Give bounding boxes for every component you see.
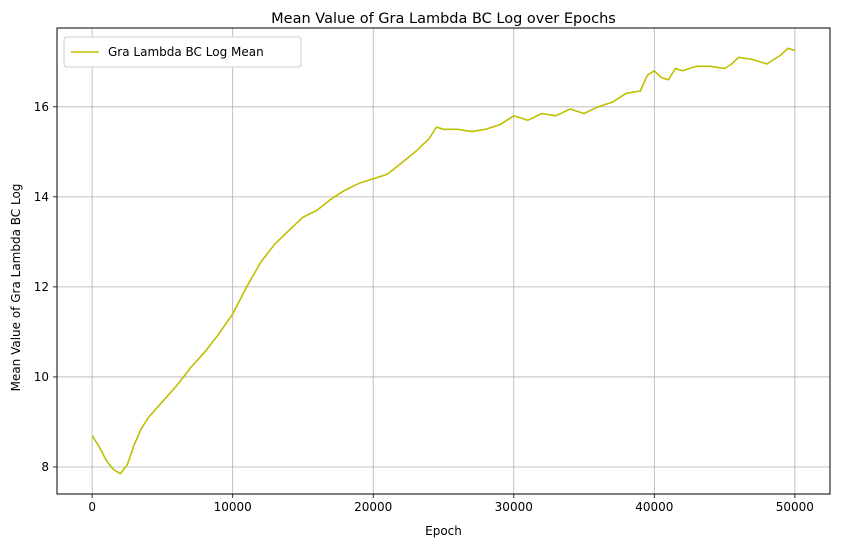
x-tick-label: 10000	[214, 500, 252, 514]
chart-title: Mean Value of Gra Lambda BC Log over Epo…	[271, 11, 616, 27]
y-tick-label: 12	[34, 280, 49, 294]
y-tick-label: 14	[34, 190, 49, 204]
series-layer	[91, 47, 796, 475]
x-axis-label: Epoch	[425, 524, 462, 538]
legend-box	[63, 36, 302, 68]
legend-label: Gra Lambda BC Log Mean	[108, 45, 264, 59]
x-tick-label: 40000	[635, 500, 673, 514]
series-line	[91, 47, 796, 475]
x-tick-label: 30000	[495, 500, 533, 514]
y-tick-label: 8	[41, 460, 49, 474]
legend: Gra Lambda BC Log Mean	[63, 36, 302, 68]
plot-frame	[56, 27, 831, 495]
tick-layer: 0 10000 20000 30000 40000 50000 8 10 12 14 16	[34, 100, 814, 514]
grid	[57, 28, 830, 494]
x-tick-label: 0	[88, 500, 96, 514]
y-axis-label: Mean Value of Gra Lambda BC Log	[9, 184, 23, 392]
x-tick-label: 50000	[776, 500, 814, 514]
y-tick-label: 16	[34, 100, 49, 114]
y-tick-label: 10	[34, 370, 49, 384]
x-tick-label: 20000	[354, 500, 392, 514]
